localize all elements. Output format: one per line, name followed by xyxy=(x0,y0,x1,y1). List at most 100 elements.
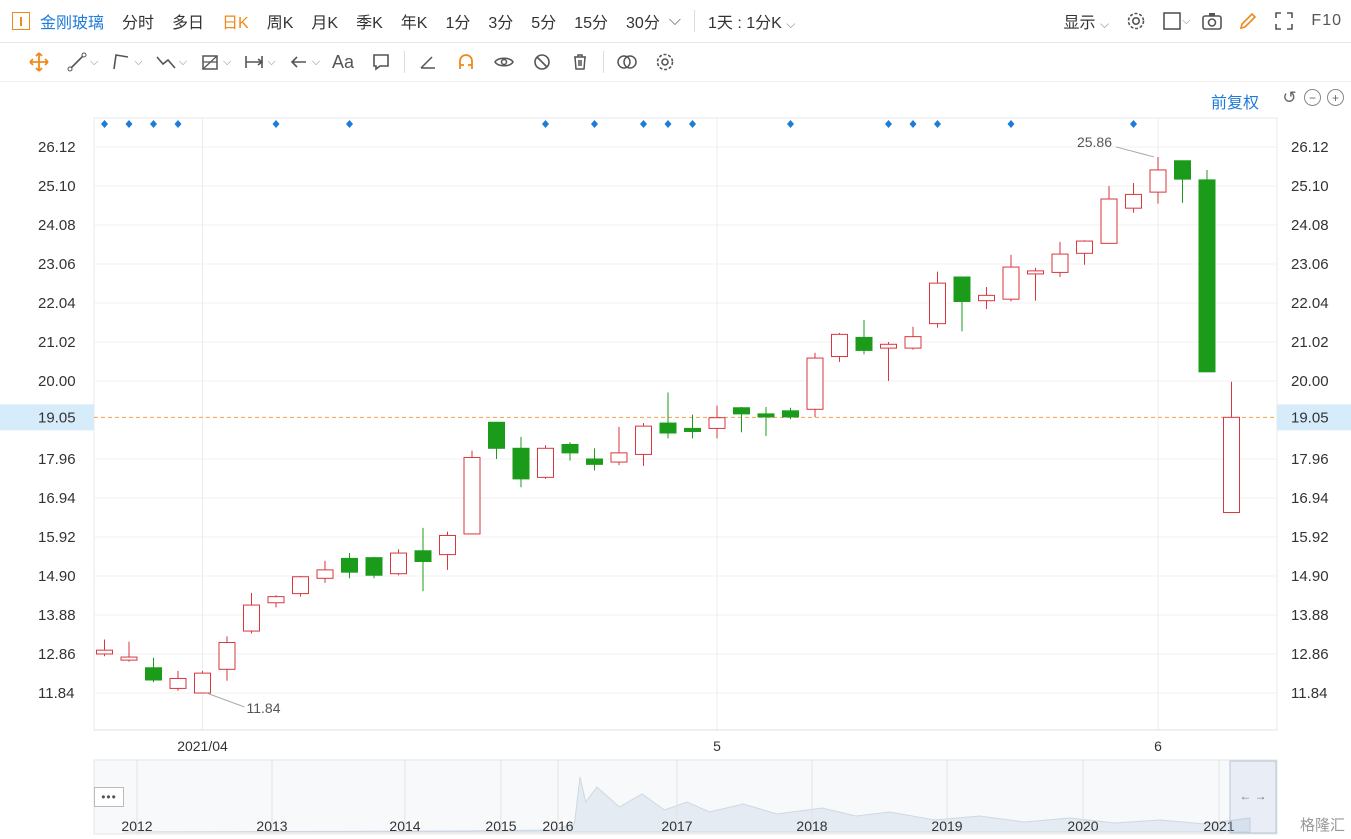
chevron-down-icon[interactable]: ⌵ xyxy=(267,55,276,68)
chevron-down-icon[interactable]: ⌵ xyxy=(134,55,143,68)
event-marker xyxy=(640,120,647,128)
display-dropdown[interactable]: 显示 ⌵ xyxy=(1055,9,1119,33)
candle xyxy=(953,276,971,332)
compare-icon[interactable] xyxy=(616,51,638,73)
candle xyxy=(414,527,432,592)
y-tick-right: 14.90 xyxy=(1291,568,1329,585)
zoom-in-icon[interactable]: + xyxy=(1327,89,1344,106)
candle xyxy=(1002,254,1020,302)
layout-icon[interactable] xyxy=(1161,10,1183,32)
candle xyxy=(782,407,799,420)
x-tick-label: 6 xyxy=(1154,738,1162,754)
eye-icon[interactable] xyxy=(493,51,515,73)
min-price-label: 11.84 xyxy=(247,700,281,716)
more-periods-dropdown[interactable]: ⌵ xyxy=(668,12,681,29)
candle xyxy=(463,450,481,535)
zoom-out-icon[interactable]: − xyxy=(1304,89,1321,106)
candle xyxy=(978,286,995,310)
fullscreen-icon[interactable] xyxy=(1273,10,1295,32)
tab-period-4[interactable]: 月K xyxy=(311,15,339,32)
tab-period-6[interactable]: 年K xyxy=(400,15,428,32)
y-tick-left: 16.94 xyxy=(38,490,76,507)
y-tick-right: 23.06 xyxy=(1291,256,1329,273)
fib-icon[interactable] xyxy=(199,51,221,73)
tab-period-10[interactable]: 15分 xyxy=(574,15,609,32)
arrow-icon[interactable] xyxy=(288,51,310,73)
candle-body xyxy=(953,276,971,302)
candle-body xyxy=(610,452,628,463)
candle-body xyxy=(218,642,236,670)
candle-body xyxy=(1027,270,1044,275)
tab-period-9[interactable]: 5分 xyxy=(531,15,557,32)
tab-period-7[interactable]: 1分 xyxy=(445,15,471,32)
chevron-down-icon[interactable]: ⌵ xyxy=(311,55,321,68)
right-tools: 显示 ⌵ ⌵ F10 xyxy=(1055,0,1351,42)
event-marker xyxy=(174,120,182,128)
line-icon[interactable] xyxy=(66,51,88,73)
tab-period-5[interactable]: 季K xyxy=(356,15,383,32)
f10-button[interactable]: F10 xyxy=(1311,12,1342,29)
candle-body xyxy=(929,282,946,325)
text-icon[interactable]: Aa xyxy=(332,51,355,72)
navigator-year-label: 2017 xyxy=(661,818,692,834)
hide-icon[interactable] xyxy=(531,51,553,73)
tab-period-0[interactable]: 分时 xyxy=(122,15,155,32)
adjust-mode-button[interactable]: 前复权 xyxy=(1211,95,1260,112)
tab-period-2[interactable]: 日K xyxy=(222,15,249,32)
event-marker xyxy=(272,120,280,128)
candle-body xyxy=(169,677,187,689)
stock-name[interactable]: 金刚玻璃 xyxy=(40,15,105,32)
candle xyxy=(635,423,652,466)
interval-selector[interactable]: 1天 : 1分K ⌵ xyxy=(699,9,804,33)
chevron-down-icon[interactable]: ⌵ xyxy=(178,55,188,68)
y-tick-left: 17.96 xyxy=(38,451,76,468)
y-tick-left: 21.02 xyxy=(38,334,76,351)
candle-body xyxy=(120,656,138,661)
range-icon[interactable] xyxy=(243,51,265,73)
trash-icon[interactable] xyxy=(569,51,591,73)
tab-period-3[interactable]: 周K xyxy=(266,15,294,32)
candle xyxy=(1174,160,1191,203)
navigator-window xyxy=(1229,760,1277,834)
tab-period-8[interactable]: 3分 xyxy=(488,15,514,32)
navigator-year-label: 2016 xyxy=(542,818,573,834)
tab-period-1[interactable]: 多日 xyxy=(172,15,205,32)
candle xyxy=(1198,169,1216,373)
tab-period-11[interactable]: 30分 xyxy=(626,15,660,32)
y-tick-right: 11.84 xyxy=(1291,685,1327,702)
period-tabs: 分时 多日 日K 周K 月K 季K 年K 1分 3分 5分 15分 30分 xyxy=(113,9,669,33)
settings-icon[interactable] xyxy=(654,51,676,73)
period-toolbar: 金刚玻璃 分时 多日 日K 周K 月K 季K 年K 1分 3分 5分 15分 30分 ⌵ 1天 : 1… xyxy=(0,0,1351,43)
y-tick-right: 20.00 xyxy=(1291,373,1329,390)
ruler-icon[interactable] xyxy=(417,51,439,73)
candle xyxy=(1100,186,1118,244)
candle-body xyxy=(561,443,579,454)
wave-icon[interactable] xyxy=(155,51,177,73)
gear-icon[interactable] xyxy=(1125,10,1147,32)
candle-body xyxy=(96,649,113,655)
sidebar-toggle-icon[interactable] xyxy=(12,12,30,30)
chevron-down-icon[interactable]: ⌵ xyxy=(1182,14,1191,27)
camera-icon[interactable] xyxy=(1201,10,1223,32)
navigator-menu-button[interactable]: ••• xyxy=(94,787,124,807)
magnet-icon[interactable] xyxy=(455,51,477,73)
move-icon[interactable] xyxy=(28,51,50,73)
pencil-icon[interactable] xyxy=(1237,10,1259,32)
chevron-down-icon[interactable]: ⌵ xyxy=(223,55,232,68)
event-marker xyxy=(101,120,108,128)
event-marker xyxy=(885,120,892,128)
candle-body xyxy=(194,672,211,694)
candle-body xyxy=(145,667,162,681)
y-tick-right: 15.92 xyxy=(1291,529,1329,546)
undo-icon[interactable]: ↺ xyxy=(1282,88,1297,107)
y-tick-right: 25.10 xyxy=(1291,178,1329,195)
navigator[interactable]: 2012 2013 2014 2015 2016 2017 2018 2019 2020 2021… xyxy=(93,759,1278,835)
chevron-down-icon[interactable]: ⌵ xyxy=(90,55,99,68)
candle-body xyxy=(316,569,334,579)
polyline-icon[interactable] xyxy=(110,51,132,73)
y-tick-left: 26.12 xyxy=(38,139,76,156)
comment-icon[interactable] xyxy=(370,51,392,73)
candle xyxy=(586,448,603,471)
navigator-year-label: 2014 xyxy=(389,818,420,834)
